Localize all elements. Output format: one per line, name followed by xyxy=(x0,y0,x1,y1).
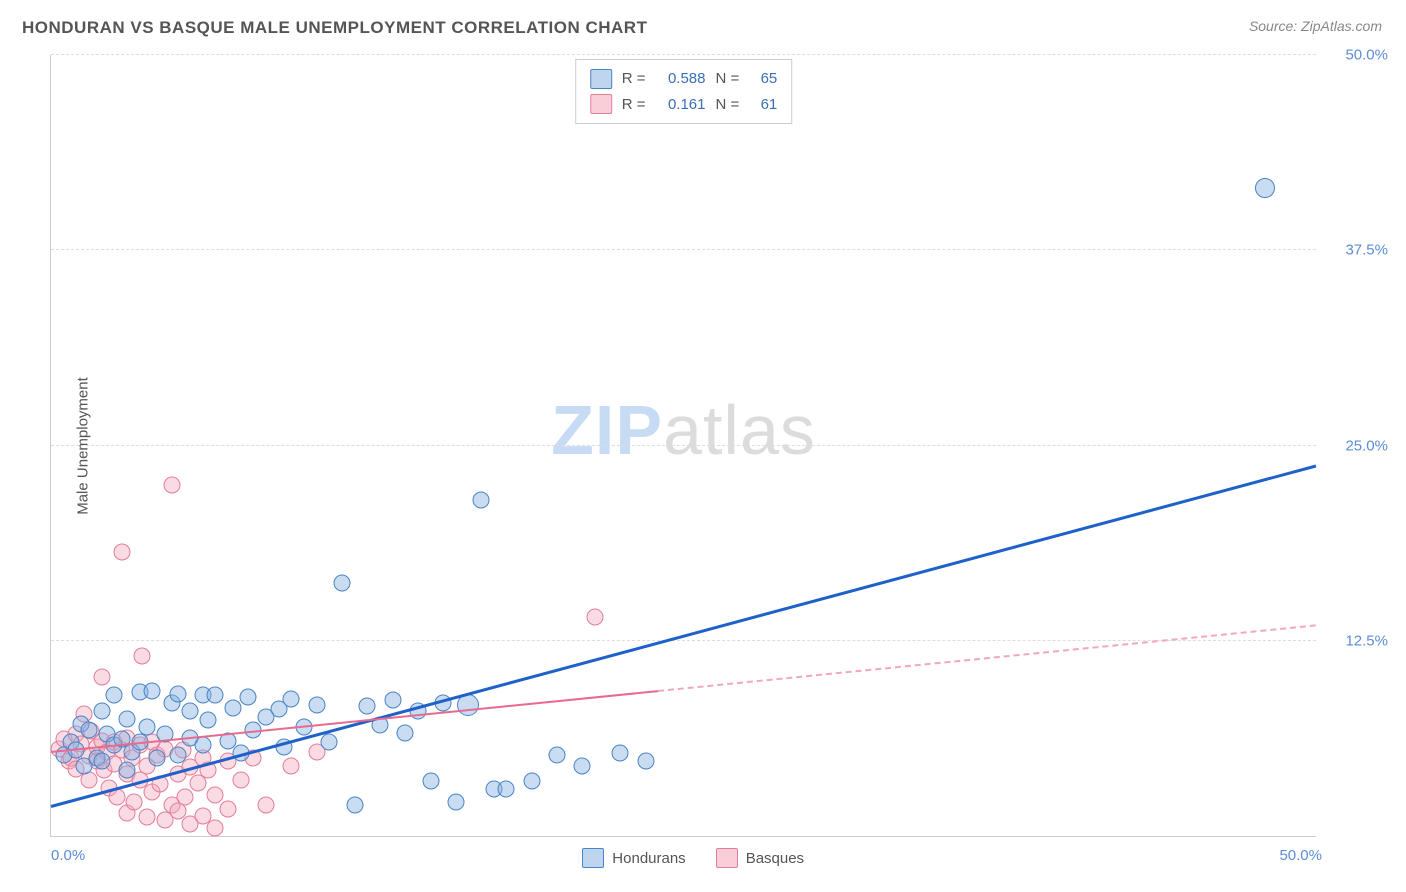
scatter-point xyxy=(164,476,181,493)
y-tick-label: 37.5% xyxy=(1328,242,1388,259)
scatter-point xyxy=(225,699,242,716)
y-tick-label: 12.5% xyxy=(1328,632,1388,649)
scatter-point xyxy=(134,648,151,665)
trend-line xyxy=(51,464,1317,807)
legend-label: Hondurans xyxy=(612,850,685,867)
scatter-point xyxy=(586,609,603,626)
legend-label: Basques xyxy=(746,850,804,867)
legend-r-value: 0.161 xyxy=(656,92,706,118)
gridline xyxy=(51,445,1316,446)
legend-item-basques: Basques xyxy=(716,848,804,868)
legend-swatch-pink xyxy=(716,848,738,868)
legend-r-value: 0.588 xyxy=(656,66,706,92)
scatter-point xyxy=(207,687,224,704)
scatter-point xyxy=(113,543,130,560)
scatter-point xyxy=(169,746,186,763)
scatter-point xyxy=(207,787,224,804)
scatter-point xyxy=(118,710,135,727)
scatter-point xyxy=(258,796,275,813)
scatter-point xyxy=(139,718,156,735)
scatter-point xyxy=(321,734,338,751)
scatter-point xyxy=(397,724,414,741)
scatter-point xyxy=(207,820,224,837)
legend-swatch-blue xyxy=(582,848,604,868)
legend-n-label: N = xyxy=(716,66,740,92)
scatter-point xyxy=(169,685,186,702)
gridline xyxy=(51,640,1316,641)
gridline xyxy=(51,249,1316,250)
scatter-point xyxy=(523,773,540,790)
scatter-point xyxy=(93,753,110,770)
x-tick-min: 0.0% xyxy=(51,847,85,864)
trend-line xyxy=(658,625,1316,693)
scatter-point xyxy=(574,757,591,774)
legend-n-value: 65 xyxy=(749,66,777,92)
scatter-point xyxy=(422,773,439,790)
legend-n-value: 61 xyxy=(749,92,777,118)
scatter-point xyxy=(80,721,97,738)
watermark: ZIPatlas xyxy=(551,390,816,470)
scatter-point xyxy=(149,749,166,766)
scatter-point xyxy=(473,492,490,509)
scatter-point xyxy=(612,745,629,762)
scatter-point xyxy=(498,781,515,798)
legend-row-hondurans: R = 0.588 N = 65 xyxy=(590,66,778,92)
scatter-point xyxy=(240,688,257,705)
scatter-point xyxy=(333,574,350,591)
scatter-point xyxy=(308,696,325,713)
scatter-point xyxy=(283,690,300,707)
scatter-point xyxy=(549,746,566,763)
x-tick-max: 50.0% xyxy=(1279,847,1322,864)
scatter-point xyxy=(283,757,300,774)
gridline xyxy=(51,54,1316,55)
scatter-point xyxy=(139,809,156,826)
legend-r-label: R = xyxy=(622,92,646,118)
scatter-point xyxy=(144,682,161,699)
plot-area: ZIPatlas R = 0.588 N = 65 R = 0.161 N = … xyxy=(50,55,1316,837)
scatter-point xyxy=(93,703,110,720)
legend-series: Hondurans Basques xyxy=(582,848,804,868)
legend-item-hondurans: Hondurans xyxy=(582,848,685,868)
legend-correlation: R = 0.588 N = 65 R = 0.161 N = 61 xyxy=(575,59,793,124)
legend-swatch-blue xyxy=(590,69,612,89)
scatter-point xyxy=(637,753,654,770)
legend-r-label: R = xyxy=(622,66,646,92)
y-tick-label: 50.0% xyxy=(1328,47,1388,64)
scatter-point xyxy=(199,712,216,729)
scatter-point xyxy=(346,796,363,813)
watermark-atlas: atlas xyxy=(663,391,816,469)
scatter-point xyxy=(1255,178,1275,198)
legend-row-basques: R = 0.161 N = 61 xyxy=(590,92,778,118)
scatter-point xyxy=(232,771,249,788)
legend-n-label: N = xyxy=(716,92,740,118)
scatter-point xyxy=(194,737,211,754)
legend-swatch-pink xyxy=(590,94,612,114)
chart-title: HONDURAN VS BASQUE MALE UNEMPLOYMENT COR… xyxy=(22,18,647,38)
scatter-point xyxy=(93,668,110,685)
watermark-zip: ZIP xyxy=(551,391,663,469)
source-label: Source: ZipAtlas.com xyxy=(1249,18,1382,34)
scatter-point xyxy=(106,687,123,704)
scatter-point xyxy=(177,788,194,805)
scatter-point xyxy=(126,793,143,810)
scatter-point xyxy=(182,703,199,720)
scatter-point xyxy=(359,698,376,715)
scatter-point xyxy=(447,793,464,810)
scatter-point xyxy=(220,801,237,818)
y-tick-label: 25.0% xyxy=(1328,437,1388,454)
correlation-chart: HONDURAN VS BASQUE MALE UNEMPLOYMENT COR… xyxy=(0,0,1406,892)
scatter-point xyxy=(384,692,401,709)
scatter-point xyxy=(118,762,135,779)
